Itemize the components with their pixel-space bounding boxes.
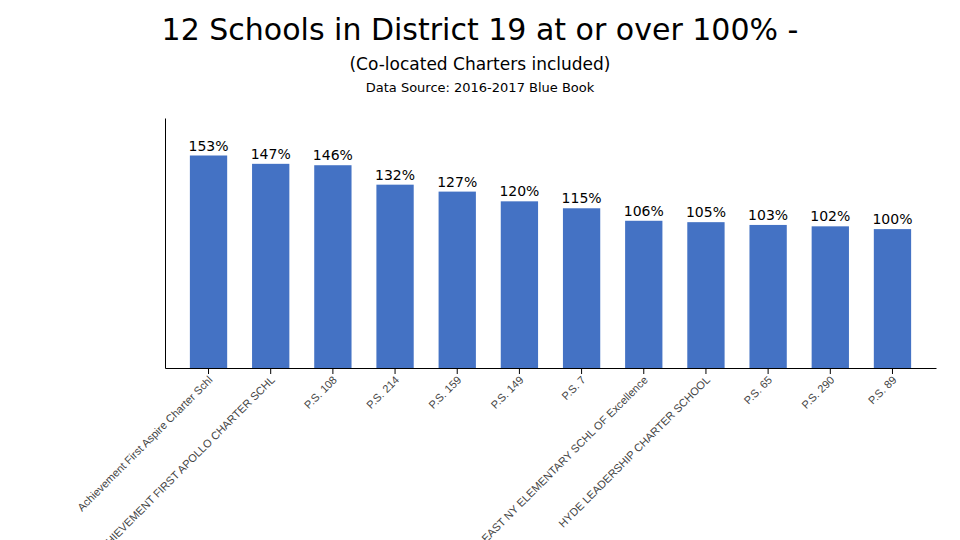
- chart: 12 Schools in District 19 at or over 100…: [0, 0, 960, 540]
- plot: 153% 147% 146% 132% 127% 120% 115% 106% 105% 103%…: [75, 119, 937, 540]
- bar: [314, 165, 351, 368]
- x-tick: P.S. 7: [559, 368, 588, 402]
- bar: [874, 229, 911, 368]
- x-tick: P.S. 214: [364, 368, 401, 411]
- x-tick: P.S. 290: [799, 368, 836, 411]
- bar: [501, 201, 538, 368]
- bar: [687, 222, 724, 368]
- y-axis-line: [165, 119, 166, 369]
- x-tick-mark: [395, 368, 396, 374]
- data-label: 120%: [499, 183, 539, 199]
- x-tick-label: Achievement First Aspire Charter Schl: [75, 374, 215, 514]
- annotation: Data Source: 2016-2017 Blue Book: [366, 80, 595, 95]
- x-tick-mark: [270, 368, 271, 374]
- data-label: 132%: [375, 167, 415, 183]
- bar: [190, 156, 227, 369]
- data-label: 103%: [748, 207, 788, 223]
- data-label: 100%: [872, 211, 912, 227]
- x-tick-label: P.S. 149: [488, 374, 525, 411]
- x-tick-mark: [581, 368, 582, 374]
- subtitle: (Co-located Charters included): [349, 54, 610, 74]
- data-label: 127%: [437, 174, 477, 190]
- data-label: 147%: [251, 146, 291, 162]
- bar: [376, 185, 413, 368]
- x-tick-label: P.S. 214: [364, 374, 401, 411]
- x-tick-mark: [768, 368, 769, 374]
- x-tick: Achievement First Aspire Charter Schl: [75, 368, 215, 513]
- x-tick-mark: [705, 368, 706, 374]
- bar: [563, 208, 600, 368]
- x-tick-label: P.S. 7: [559, 374, 588, 403]
- x-tick-label: P.S. 89: [866, 374, 899, 407]
- data-labels: 153% 147% 146% 132% 127% 120% 115% 106% 105% 103%…: [189, 138, 913, 228]
- x-tick: P.S. 108: [302, 368, 339, 411]
- x-tick: P.S. 159: [426, 368, 463, 411]
- bar: [252, 164, 289, 368]
- x-tick: P.S. 65: [741, 368, 774, 407]
- x-axis-line: [166, 368, 937, 369]
- x-tick-label: P.S. 159: [426, 374, 463, 411]
- x-tick-label: HYDE LEADERSHIP CHARTER SCHOOL: [556, 374, 712, 530]
- x-tick: P.S. 149: [488, 368, 525, 411]
- data-label: 153%: [189, 138, 229, 154]
- x-tick-mark: [643, 368, 644, 374]
- data-label: 146%: [313, 147, 353, 163]
- data-label: 105%: [686, 204, 726, 220]
- data-label: 115%: [562, 190, 602, 206]
- x-tick-mark: [892, 368, 893, 374]
- x-tick-label: ACHIEVEMENT FIRST APOLLO CHARTER SCHL: [93, 374, 277, 540]
- y-axis: [165, 119, 166, 369]
- x-tick-mark: [519, 368, 520, 374]
- x-tick-mark: [457, 368, 458, 374]
- data-label: 106%: [624, 203, 664, 219]
- bars: [190, 156, 911, 369]
- data-label: 102%: [810, 208, 850, 224]
- x-tick: ACHIEVEMENT FIRST APOLLO CHARTER SCHL: [93, 368, 277, 540]
- x-tick-label: P.S. 65: [741, 374, 774, 407]
- bar: [439, 192, 476, 368]
- x-axis: Achievement First Aspire Charter SchlACH…: [75, 368, 937, 540]
- x-tick: P.S. 89: [866, 368, 899, 407]
- x-tick-label: P.S. 108: [302, 374, 339, 411]
- x-tick-mark: [332, 368, 333, 374]
- title: 12 Schools in District 19 at or over 100…: [162, 12, 799, 47]
- x-tick-label: P.S. 290: [799, 374, 836, 411]
- x-tick: HYDE LEADERSHIP CHARTER SCHOOL: [556, 368, 712, 530]
- bar: [812, 226, 849, 368]
- bar: [625, 221, 662, 368]
- bar: [749, 225, 786, 368]
- x-tick-mark: [830, 368, 831, 374]
- x-tick-mark: [208, 368, 209, 374]
